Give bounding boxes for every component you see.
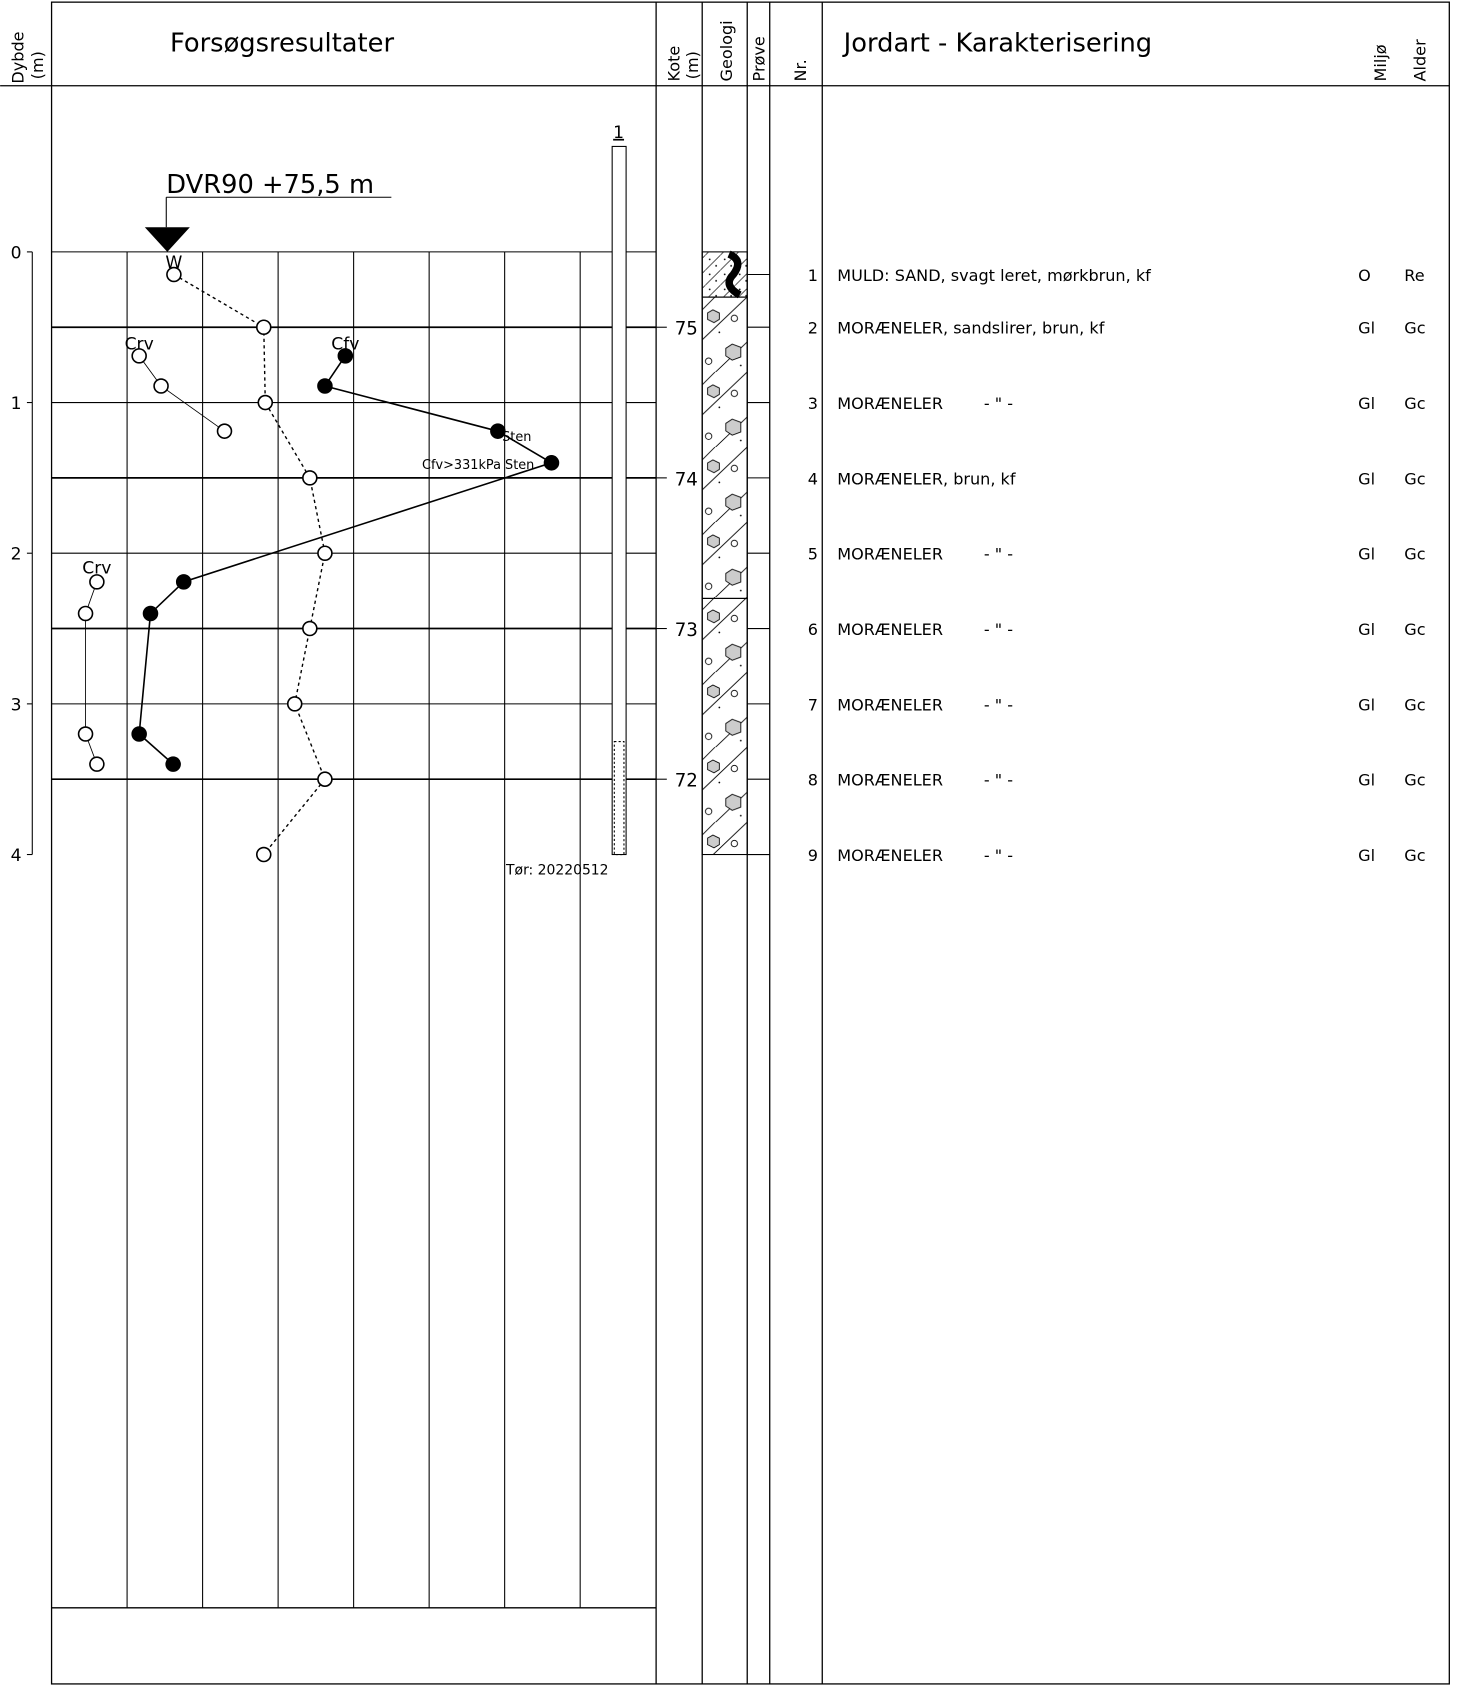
header-depth: Dybde [9,31,28,83]
geology-layer [701,597,748,856]
series-point [302,470,318,486]
header-description: Jordart - Karakterisering [842,28,1152,58]
depth-tick-label: 0 [11,243,22,263]
sample-environment: Gl [1358,695,1375,714]
series-point [286,696,303,712]
sample-nr: 3 [808,394,818,413]
muld-symbol [725,250,742,299]
sample-environment: Gl [1358,846,1375,865]
sample-description: MORÆNELER - " - [837,695,1013,714]
series-point [166,266,182,283]
sample-nr: 2 [808,319,818,338]
sample-age: Gc [1404,319,1425,338]
sample-description: MORÆNELER, sandslirer, brun, kf [837,319,1104,338]
sample-age: Gc [1404,394,1425,413]
water-table [144,227,190,252]
borehole-screen [613,740,625,856]
sample-nr: 6 [808,620,818,639]
sample-description: MORÆNELER - " - [837,620,1013,639]
sample-description: MULD: SAND, svagt leret, mørkbrun, kf [837,266,1151,285]
kote-tick-label: 75 [675,319,698,340]
series-point [153,378,169,394]
series-point [131,348,147,364]
sample-environment: Gl [1358,545,1375,564]
series-point [317,378,333,394]
kote-tick-label: 72 [675,771,698,792]
annotation: Crv [82,558,111,578]
geology-layer [701,251,748,298]
series-point [89,756,105,772]
sample-nr: 8 [808,771,818,790]
sample-environment: Gl [1358,394,1375,413]
header-sample: Prøve [749,36,768,81]
sample-nr: 1 [808,266,818,285]
header-geology: Geologi [717,20,736,81]
dry-label: Tør: 20220512 [505,863,608,879]
series-label: Crv [125,334,154,354]
series-point [490,423,506,439]
sample-environment: Gl [1358,620,1375,639]
series-point [142,605,159,622]
sample-nr: 5 [808,545,818,564]
borehole-pipe [611,145,627,856]
geology-layer [701,296,748,599]
series-line [173,273,326,855]
series-point [255,319,272,335]
annotation: Sten [502,430,531,445]
sample-age: Gc [1404,771,1425,790]
series-label: W [165,253,182,273]
header-environment: Miljø [1371,44,1390,81]
sample-environment: Gl [1358,771,1375,790]
sample-age: Gc [1404,545,1425,564]
series-line [138,355,554,765]
sample-description: MORÆNELER - " - [837,545,1013,564]
sample-age: Gc [1404,695,1425,714]
series-point [89,574,105,590]
borehole-label: 1 [613,123,624,143]
series-point [337,348,354,364]
series-point [543,455,560,471]
header-depth-unit: (m) [28,51,47,79]
sample-nr: 7 [808,695,818,714]
sample-description: MORÆNELER - " - [837,771,1013,790]
series-point [302,620,318,637]
series-label: Cfv [331,334,359,354]
sample-age: Gc [1404,846,1425,865]
kote-tick-label: 74 [675,469,698,490]
ground-level-label: DVR90 +75,5 m [166,170,374,200]
annotation: Cfv>331kPa Sten [422,458,534,473]
sample-age: Re [1404,266,1424,285]
header-kote: Kote [665,46,684,82]
sample-description: MORÆNELER, brun, kf [837,469,1016,488]
depth-tick-label: 1 [11,394,22,414]
series-point [77,605,94,622]
sample-environment: Gl [1358,319,1375,338]
sample-description: MORÆNELER - " - [837,394,1013,413]
sample-age: Gc [1404,469,1425,488]
series-point [165,756,181,772]
sample-nr: 4 [808,469,818,488]
kote-tick-label: 73 [675,620,698,641]
series-point [255,846,272,863]
depth-tick-label: 2 [11,545,22,565]
sample-nr: 9 [808,846,818,865]
series-point [317,771,333,787]
series-point [216,423,233,439]
header-results: Forsøgsresultater [170,28,394,58]
header-nr: Nr. [791,59,810,81]
series-point [317,545,333,561]
sample-environment: O [1358,266,1371,285]
depth-tick-label: 3 [11,695,22,715]
header-age: Alder [1411,39,1430,82]
series-point [175,574,192,590]
series-point [257,394,274,411]
header-kote-unit: (m) [683,51,702,79]
series-point [131,726,147,742]
sample-age: Gc [1404,620,1425,639]
depth-tick-label: 4 [11,846,22,866]
series-point [77,726,94,742]
sample-environment: Gl [1358,469,1375,488]
sample-description: MORÆNELER - " - [837,846,1013,865]
